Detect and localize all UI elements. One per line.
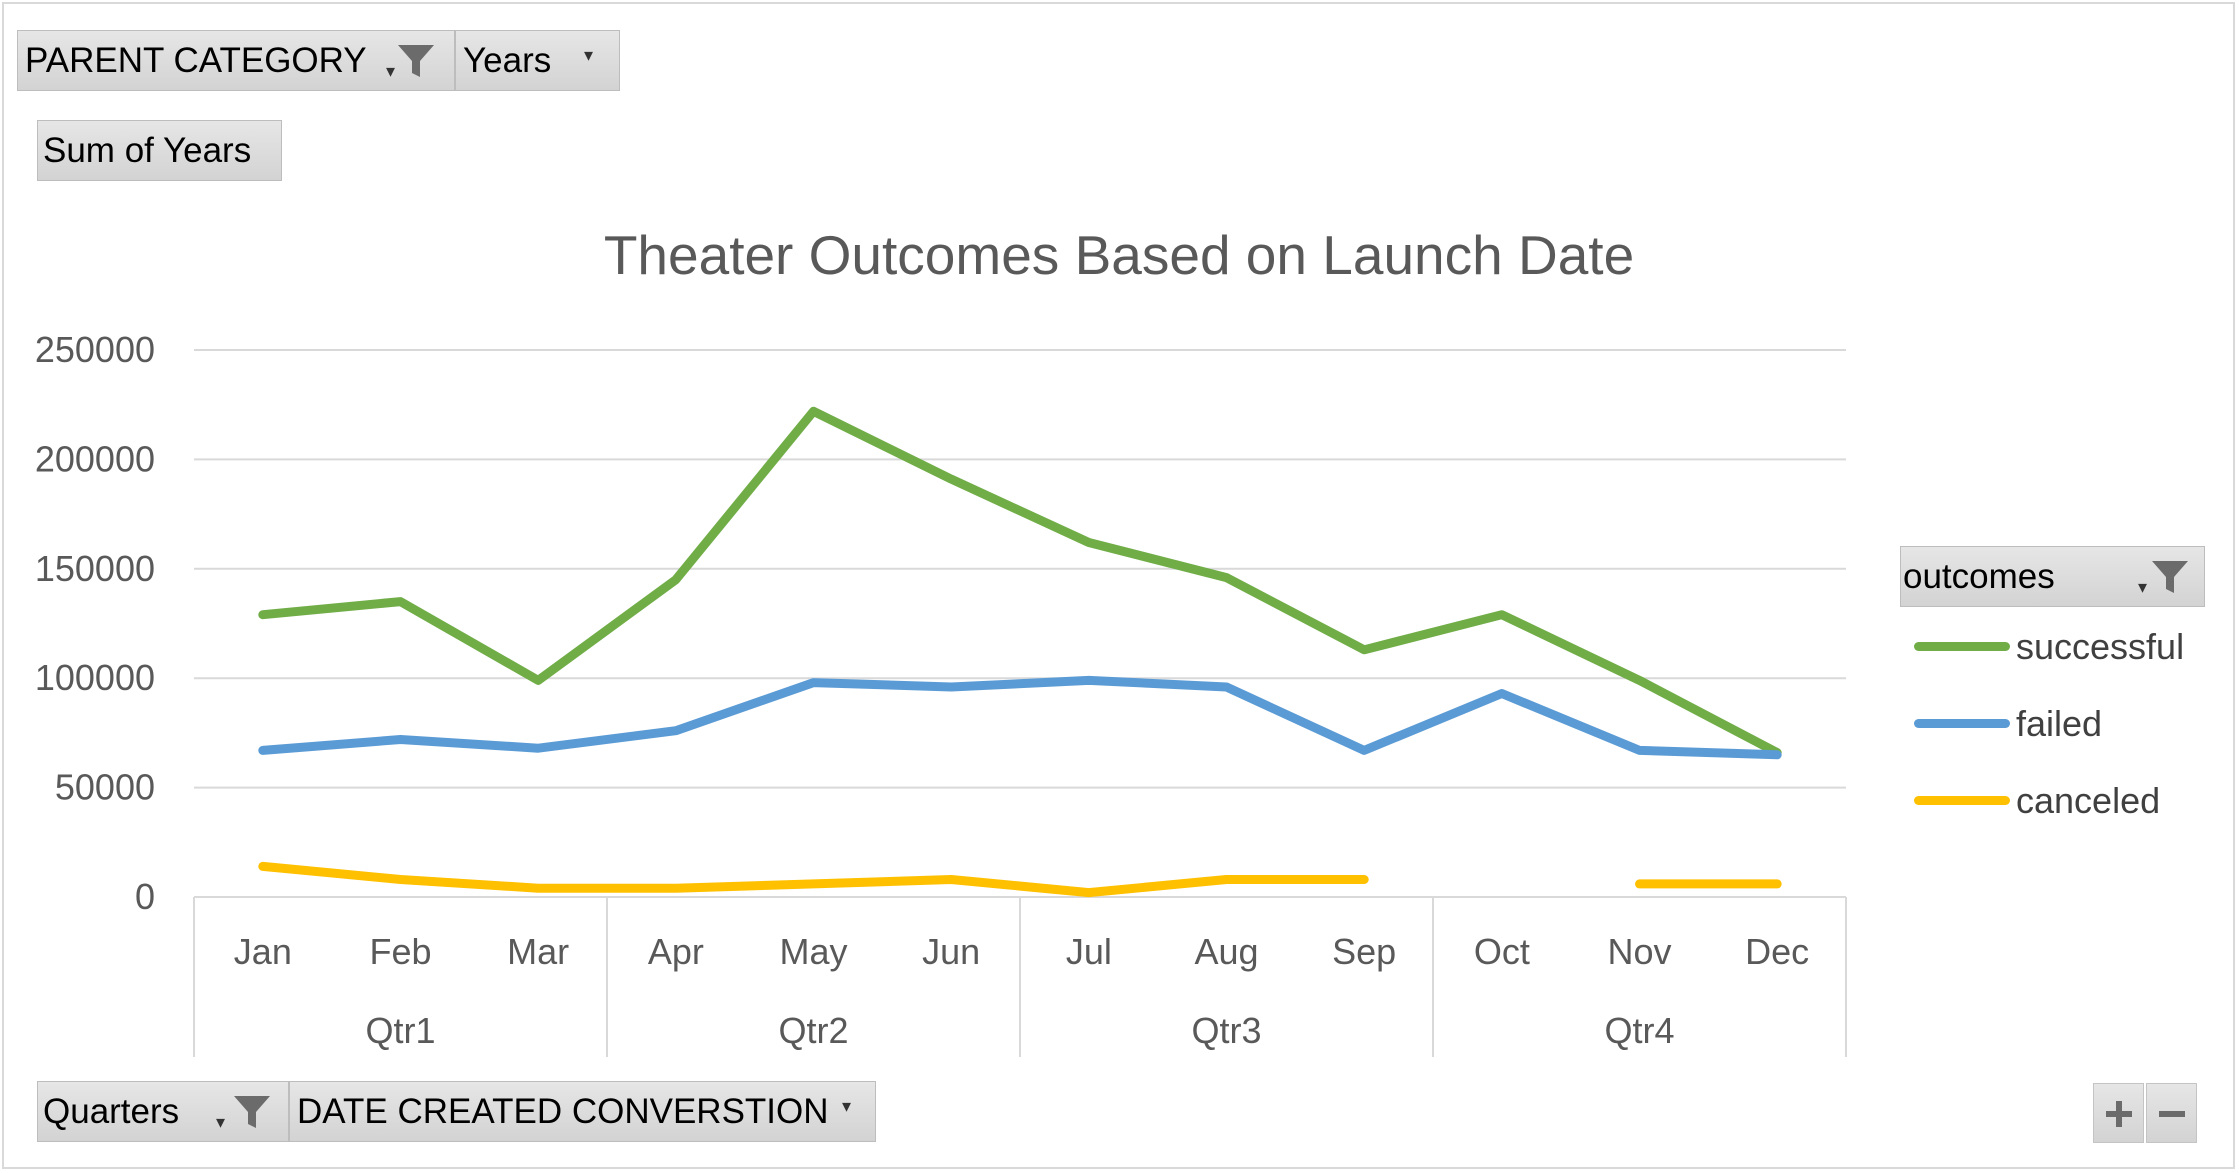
expand-field-button[interactable] [2093, 1083, 2144, 1143]
sum-of-years-field-button[interactable]: Sum of Years [37, 120, 282, 181]
legend-label: successful [2016, 626, 2185, 667]
x-tick-label: Apr [648, 931, 704, 972]
plus-icon [2106, 1101, 2132, 1127]
date-created-filter-button[interactable]: DATE CREATED CONVERSTION ▾ [289, 1081, 876, 1142]
parent-category-filter-button[interactable]: PARENT CATEGORY ▾ [17, 30, 455, 91]
dropdown-arrow-icon: ▾ [2138, 577, 2148, 597]
years-filter-button[interactable]: Years ▾ [455, 30, 620, 91]
legend-swatch [1914, 642, 2010, 651]
x-tick-label: Jan [234, 931, 292, 972]
x-tick-label: Nov [1607, 931, 1671, 972]
dropdown-arrow-icon: ▾ [584, 45, 594, 65]
x-group-label: Qtr4 [1604, 1010, 1674, 1051]
quarters-filter-button[interactable]: Quarters ▾ [37, 1081, 289, 1142]
y-tick-label: 0 [135, 876, 155, 917]
outcomes-label: outcomes [1903, 556, 2055, 596]
legend-swatch [1914, 719, 2010, 728]
series-line-canceled[interactable] [258, 861, 1369, 898]
y-tick-label: 100000 [35, 657, 155, 698]
dropdown-arrow-icon: ▾ [842, 1096, 852, 1116]
parent-category-label: PARENT CATEGORY [25, 40, 367, 80]
sum-of-years-label: Sum of Years [43, 130, 252, 170]
minus-icon [2159, 1111, 2185, 1117]
series-line-failed[interactable] [258, 675, 1782, 760]
x-group-label: Qtr1 [365, 1010, 435, 1051]
funnel-icon [234, 1096, 270, 1128]
x-tick-label: Dec [1745, 931, 1809, 972]
chart-title: Theater Outcomes Based on Launch Date [604, 224, 1634, 286]
quarters-label: Quarters [43, 1091, 180, 1131]
x-tick-label: Feb [369, 931, 431, 972]
y-tick-label: 200000 [35, 438, 155, 479]
x-tick-label: Jun [922, 931, 980, 972]
series-line-successful[interactable] [258, 406, 1782, 758]
x-tick-label: Mar [507, 931, 569, 972]
legend-label: canceled [2016, 780, 2161, 821]
legend-label: failed [2016, 703, 2103, 744]
dropdown-arrow-icon: ▾ [216, 1112, 226, 1132]
x-tick-label: Sep [1332, 931, 1396, 972]
years-label: Years [463, 40, 552, 80]
x-tick-label: Aug [1194, 931, 1258, 972]
x-tick-label: Oct [1474, 931, 1530, 972]
y-tick-label: 50000 [55, 767, 155, 808]
x-tick-label: May [779, 931, 847, 972]
x-tick-label: Jul [1066, 931, 1112, 972]
outcomes-legend-field-button[interactable]: outcomes ▾ [1900, 546, 2205, 607]
legend-swatch [1914, 796, 2010, 805]
funnel-icon [2152, 561, 2188, 593]
collapse-field-button[interactable] [2146, 1083, 2197, 1143]
y-tick-label: 150000 [35, 548, 155, 589]
x-group-label: Qtr3 [1191, 1010, 1261, 1051]
x-group-label: Qtr2 [778, 1010, 848, 1051]
dropdown-arrow-icon: ▾ [386, 61, 396, 81]
y-tick-label: 250000 [35, 329, 155, 370]
date-created-label: DATE CREATED CONVERSTION [297, 1091, 829, 1131]
funnel-icon [398, 45, 434, 77]
